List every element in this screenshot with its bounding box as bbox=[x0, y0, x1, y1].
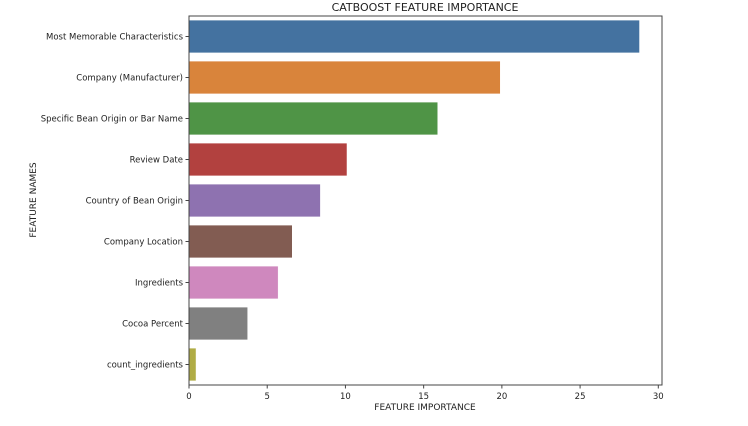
x-tick-label: 20 bbox=[496, 392, 507, 402]
y-tick-label: Specific Bean Origin or Bar Name bbox=[41, 115, 183, 125]
bar bbox=[188, 19, 640, 54]
bar bbox=[188, 183, 321, 218]
y-tick-label: Country of Bean Origin bbox=[86, 197, 183, 207]
x-tick-label: 25 bbox=[575, 392, 586, 402]
y-axis-label: FEATURE NAMES bbox=[29, 162, 39, 238]
bar bbox=[188, 142, 348, 177]
bar bbox=[188, 265, 279, 300]
bar bbox=[188, 347, 197, 382]
y-tick-label: Most Memorable Characteristics bbox=[46, 33, 184, 43]
bar bbox=[188, 101, 438, 136]
x-tick-label: 0 bbox=[186, 392, 191, 402]
y-tick-label: Company (Manufacturer) bbox=[76, 74, 183, 84]
bar bbox=[188, 224, 293, 259]
bars bbox=[188, 19, 640, 382]
y-tick-label: count_ingredients bbox=[107, 361, 184, 371]
x-tick-label: 5 bbox=[265, 392, 270, 402]
y-tick-label: Cocoa Percent bbox=[122, 320, 184, 330]
bar bbox=[188, 306, 248, 341]
plot-frame bbox=[188, 15, 663, 386]
bar bbox=[188, 60, 501, 95]
x-tick-label: 15 bbox=[418, 392, 429, 402]
y-tick-label: Ingredients bbox=[135, 279, 184, 289]
chart-title: CATBOOST FEATURE IMPORTANCE bbox=[332, 1, 519, 14]
y-tick-label: Review Date bbox=[130, 156, 183, 166]
x-axis-label: FEATURE IMPORTANCE bbox=[374, 403, 476, 413]
x-tick-label: 10 bbox=[340, 392, 351, 402]
x-axis-ticks: 0 5 10 15 20 25 30 bbox=[186, 385, 664, 402]
y-tick-label: Company Location bbox=[104, 238, 183, 248]
y-axis-ticks: Most Memorable Characteristics Company (M… bbox=[41, 33, 189, 371]
x-tick-label: 30 bbox=[653, 392, 664, 402]
